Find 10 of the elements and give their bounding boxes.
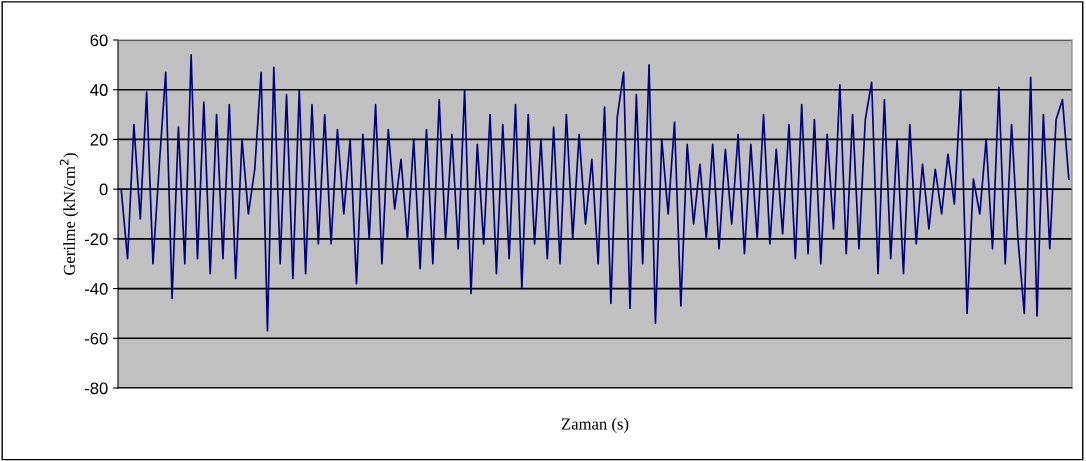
y-tick-label: 60 — [90, 34, 108, 47]
x-axis-title: Zaman (s) — [561, 417, 629, 433]
y-tick-label: -60 — [84, 332, 108, 345]
y-tick-label: -40 — [84, 282, 108, 295]
y-tick-label: 20 — [90, 133, 108, 146]
y-tick-label: 40 — [90, 84, 108, 96]
y-tick-label: 0 — [99, 183, 108, 196]
y-tick-label: -20 — [84, 233, 108, 246]
y-tick-label: -80 — [84, 382, 108, 395]
y-axis-title: Gerilme (kN/cm$^{2}$) — [59, 153, 79, 275]
